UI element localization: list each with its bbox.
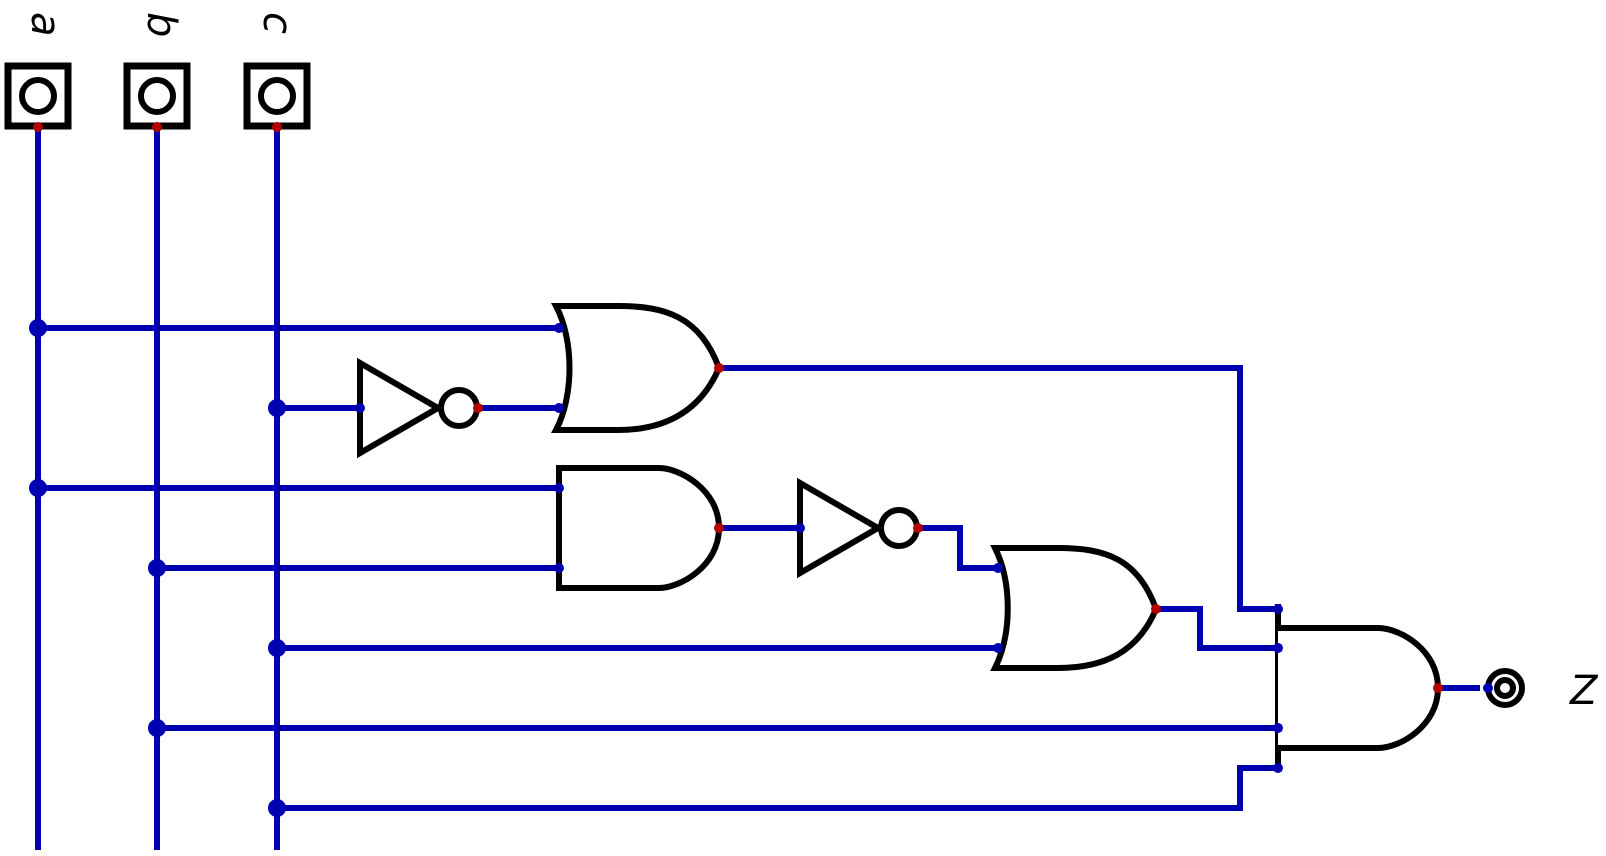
or-gate-1 [551,303,724,433]
junction-dot [148,719,166,737]
input-label-a: a [22,12,68,37]
or-gate-2 [990,545,1161,671]
junction-dot [148,559,166,577]
input-switch-c[interactable] [243,62,311,132]
wire-c-to-and2 [277,765,1278,811]
wire-or2-to-and2 [1156,606,1278,651]
junction-dot [29,479,47,497]
input-switch-a[interactable] [4,62,72,132]
wire-not2-to-or2 [918,525,998,571]
input-label-b: b [138,12,184,37]
not-gate-1 [355,357,483,459]
junction-dot [29,319,47,337]
input-label-c: c [254,12,300,34]
junction-dot [268,639,286,657]
and-gate-1 [554,465,724,591]
and-gate-2 [1273,604,1443,773]
junction-dot [268,799,286,817]
junction-dot [268,399,286,417]
wire-or1-to-and2 [719,365,1278,612]
not-gate-2 [795,477,923,579]
input-switch-b[interactable] [123,62,191,132]
output-probe-z [1483,668,1525,708]
output-label-z: Z [1569,668,1599,714]
